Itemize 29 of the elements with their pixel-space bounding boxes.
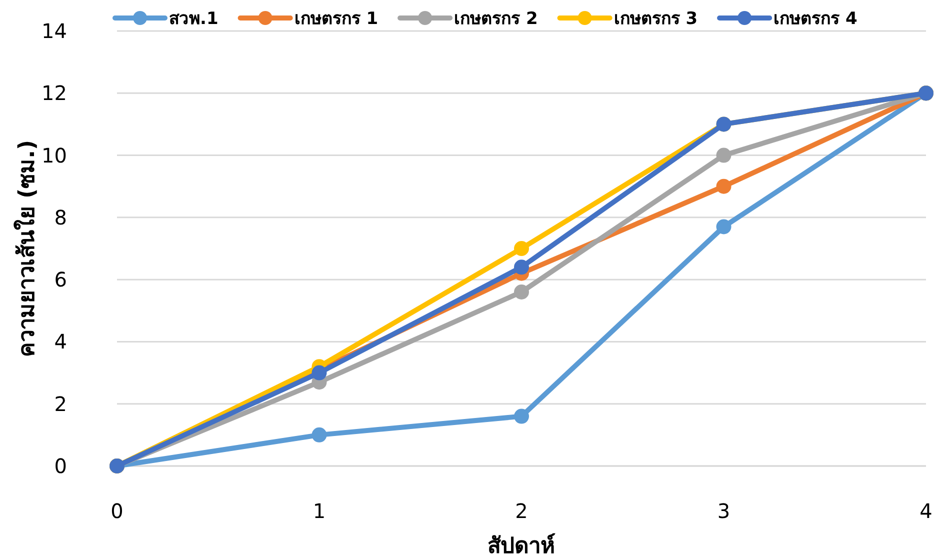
legend-label: สวพ.1	[169, 9, 218, 29]
x-tick-label: 0	[110, 499, 124, 523]
y-tick-label: 6	[54, 268, 67, 292]
x-tick-label: 4	[920, 499, 932, 523]
y-tick-label: 10	[42, 143, 67, 168]
y-tick-label: 12	[42, 81, 67, 106]
y-tick-label: 2	[54, 392, 67, 416]
point	[514, 260, 529, 275]
legend-label: เกษตรกร 1	[294, 9, 378, 29]
legend-label: เกษตรกร 3	[614, 9, 698, 29]
legend-label: เกษตรกร 2	[454, 9, 538, 29]
point	[312, 427, 327, 442]
y-tick-label: 14	[42, 19, 67, 43]
y-tick-label: 4	[54, 330, 67, 354]
point	[716, 219, 732, 234]
point	[716, 178, 732, 194]
x-tick-label: 2	[515, 499, 528, 523]
y-axis-title: ความยาวเส้นใย (ซม.)	[13, 140, 40, 358]
x-tick-label: 3	[717, 499, 730, 523]
point	[716, 148, 732, 163]
point	[312, 365, 327, 380]
point	[514, 284, 529, 300]
x-tick-label: 1	[312, 499, 326, 523]
y-tick-label: 0	[54, 454, 67, 478]
y-tick-label: 8	[54, 205, 67, 230]
x-axis-title: สัปดาห์	[488, 533, 556, 559]
point	[514, 408, 529, 424]
legend-label: เกษตรกร 4	[774, 9, 858, 29]
point	[514, 241, 529, 256]
